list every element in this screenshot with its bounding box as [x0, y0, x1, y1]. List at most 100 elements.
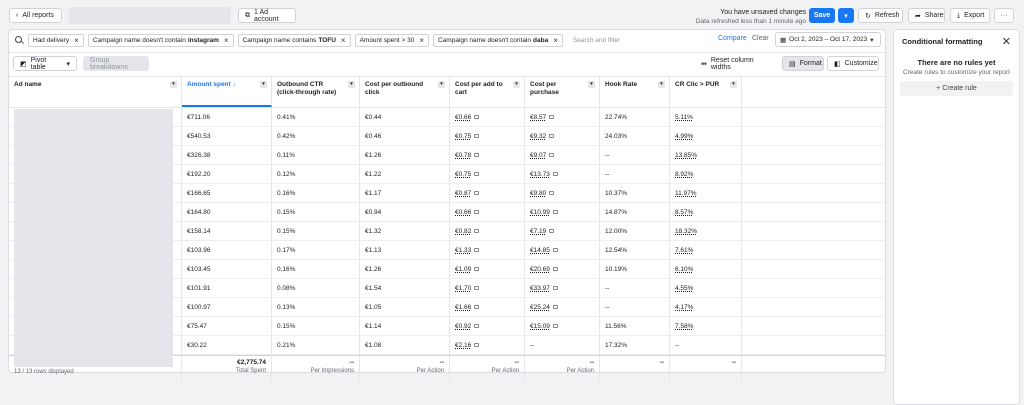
breakdown-icon[interactable]: [474, 229, 480, 233]
table-cell[interactable]: €0.87: [450, 184, 525, 202]
column-menu-icon[interactable]: ▾: [730, 81, 737, 88]
refresh-button[interactable]: ↻ Refresh: [858, 8, 903, 23]
breakdown-icon[interactable]: [474, 210, 480, 214]
table-cell[interactable]: €10.99: [525, 203, 600, 221]
ad-name-cell[interactable]: [9, 336, 182, 354]
ad-name-cell[interactable]: [9, 298, 182, 316]
table-cell[interactable]: €1.33: [450, 241, 525, 259]
table-row[interactable]: €326.38 0.11% €1.26 €0.78 €9.07 -- 13.85%: [9, 146, 885, 165]
ad-name-cell[interactable]: [9, 203, 182, 221]
breakdown-icon[interactable]: [474, 248, 480, 252]
table-cell[interactable]: €0.66: [450, 108, 525, 126]
compare-link[interactable]: Compare: [718, 35, 747, 42]
customize-button[interactable]: ◧ Customize: [827, 56, 879, 71]
group-breakdowns-button[interactable]: Group breakdowns: [83, 56, 149, 71]
remove-filter-icon[interactable]: ×: [340, 35, 346, 45]
table-row[interactable]: €30.22 0.21% €1.08 €2.16 -- 17.32% --: [9, 336, 885, 355]
table-cell[interactable]: €1.09: [450, 260, 525, 278]
table-cell[interactable]: €33.97: [525, 279, 600, 297]
ad-name-cell[interactable]: [9, 146, 182, 164]
table-cell[interactable]: €0.82: [450, 222, 525, 240]
column-menu-icon[interactable]: ▾: [260, 81, 267, 88]
table-cell[interactable]: €0.78: [450, 146, 525, 164]
breakdown-icon[interactable]: [552, 172, 558, 176]
column-menu-icon[interactable]: ▾: [513, 81, 520, 88]
filter-chip[interactable]: Campaign name contains TOFU ×: [237, 33, 351, 47]
table-cell[interactable]: 13.85%: [670, 146, 742, 164]
filter-chip[interactable]: Had delivery ×: [28, 33, 84, 47]
ad-name-cell[interactable]: [9, 317, 182, 335]
column-header[interactable]: Hook Rate ▾: [600, 77, 670, 107]
save-button[interactable]: Save: [809, 8, 835, 23]
ad-account-button[interactable]: ⧉ 1 Ad account: [238, 8, 296, 23]
table-row[interactable]: €103.45 0.16% €1.26 €1.09 €20.69 10.19% 6.10%: [9, 260, 885, 279]
column-header[interactable]: Amount spent ↓ ▾: [182, 77, 272, 107]
remove-filter-icon[interactable]: ×: [223, 35, 229, 45]
ad-name-cell[interactable]: [9, 127, 182, 145]
table-row[interactable]: €100.97 0.13% €1.05 €1.66 €25.24 -- 4.17%: [9, 298, 885, 317]
table-cell[interactable]: €0.75: [450, 165, 525, 183]
ad-name-cell[interactable]: [9, 241, 182, 259]
save-dropdown-button[interactable]: ▾: [838, 8, 854, 23]
table-cell[interactable]: €0.92: [450, 317, 525, 335]
table-cell[interactable]: 4.17%: [670, 298, 742, 316]
table-row[interactable]: €192.20 0.12% €1.22 €0.75 €13.73 -- 8.92%: [9, 165, 885, 184]
table-cell[interactable]: €1.70: [450, 279, 525, 297]
table-row[interactable]: €103.96 0.17% €1.13 €1.33 €14.85 12.54% 7.61%: [9, 241, 885, 260]
table-cell[interactable]: €0.66: [450, 203, 525, 221]
table-row[interactable]: €101.91 0.08% €1.54 €1.70 €33.97 -- 4.55%: [9, 279, 885, 298]
breakdown-icon[interactable]: [474, 134, 480, 138]
table-cell[interactable]: 5.11%: [670, 108, 742, 126]
table-row[interactable]: €166.65 0.16% €1.17 €0.87 €9.80 10.37% 11.97%: [9, 184, 885, 203]
breakdown-icon[interactable]: [474, 267, 480, 271]
breakdown-icon[interactable]: [474, 343, 480, 347]
column-menu-icon[interactable]: ▾: [438, 81, 445, 88]
table-cell[interactable]: €0.75: [450, 127, 525, 145]
table-row[interactable]: €164.80 0.15% €0.94 €0.66 €10.99 14.87% 8.57%: [9, 203, 885, 222]
table-cell[interactable]: 4.99%: [670, 127, 742, 145]
date-range-picker[interactable]: ▦ Oct 2, 2023 – Oct 17, 2023 ▾: [775, 32, 881, 47]
share-button[interactable]: ➦ Share: [908, 8, 945, 23]
column-menu-icon[interactable]: ▾: [170, 81, 177, 88]
column-menu-icon[interactable]: ▾: [658, 81, 665, 88]
breakdown-icon[interactable]: [474, 172, 480, 176]
breakdown-icon[interactable]: [552, 267, 558, 271]
breakdown-icon[interactable]: [474, 286, 480, 290]
table-cell[interactable]: €9.07: [525, 146, 600, 164]
column-menu-icon[interactable]: ▾: [348, 81, 355, 88]
table-cell[interactable]: 8.57%: [670, 203, 742, 221]
breakdown-icon[interactable]: [552, 305, 558, 309]
table-cell[interactable]: €1.66: [450, 298, 525, 316]
table-cell[interactable]: 18.32%: [670, 222, 742, 240]
breakdown-icon[interactable]: [552, 210, 558, 214]
table-cell[interactable]: 8.92%: [670, 165, 742, 183]
table-cell[interactable]: €14.85: [525, 241, 600, 259]
breakdown-icon[interactable]: [552, 286, 558, 290]
table-cell[interactable]: €13.73: [525, 165, 600, 183]
ad-name-cell[interactable]: [9, 184, 182, 202]
breakdown-icon[interactable]: [552, 324, 558, 328]
table-cell[interactable]: 7.58%: [670, 317, 742, 335]
table-row[interactable]: €75.47 0.15% €1.14 €0.92 €15.09 11.56% 7.58%: [9, 317, 885, 336]
breakdown-icon[interactable]: [549, 229, 555, 233]
table-cell[interactable]: 11.97%: [670, 184, 742, 202]
breakdown-icon[interactable]: [549, 153, 555, 157]
filter-chip[interactable]: Amount spent > 30 ×: [354, 33, 429, 47]
table-row[interactable]: €158.14 0.15% €1.32 €0.82 €7.19 12.00% 18.32%: [9, 222, 885, 241]
remove-filter-icon[interactable]: ×: [74, 35, 79, 45]
export-button[interactable]: ⤓ Export: [950, 8, 990, 23]
remove-filter-icon[interactable]: ×: [553, 35, 558, 45]
breakdown-icon[interactable]: [474, 115, 480, 119]
create-rule-button[interactable]: + Create rule: [900, 81, 1013, 96]
column-header[interactable]: Outbound CTR (click-through rate) ▾: [272, 77, 360, 107]
table-cell[interactable]: €9.80: [525, 184, 600, 202]
breakdown-icon[interactable]: [552, 248, 558, 252]
table-cell[interactable]: €2.16: [450, 336, 525, 354]
breakdown-icon[interactable]: [474, 153, 480, 157]
column-header[interactable]: Cost per purchase ▾: [525, 77, 600, 107]
table-cell[interactable]: €9.32: [525, 127, 600, 145]
format-button[interactable]: ▤ Format: [782, 56, 824, 71]
breakdown-icon[interactable]: [549, 134, 555, 138]
breakdown-icon[interactable]: [549, 191, 555, 195]
clear-link[interactable]: Clear: [752, 35, 769, 42]
